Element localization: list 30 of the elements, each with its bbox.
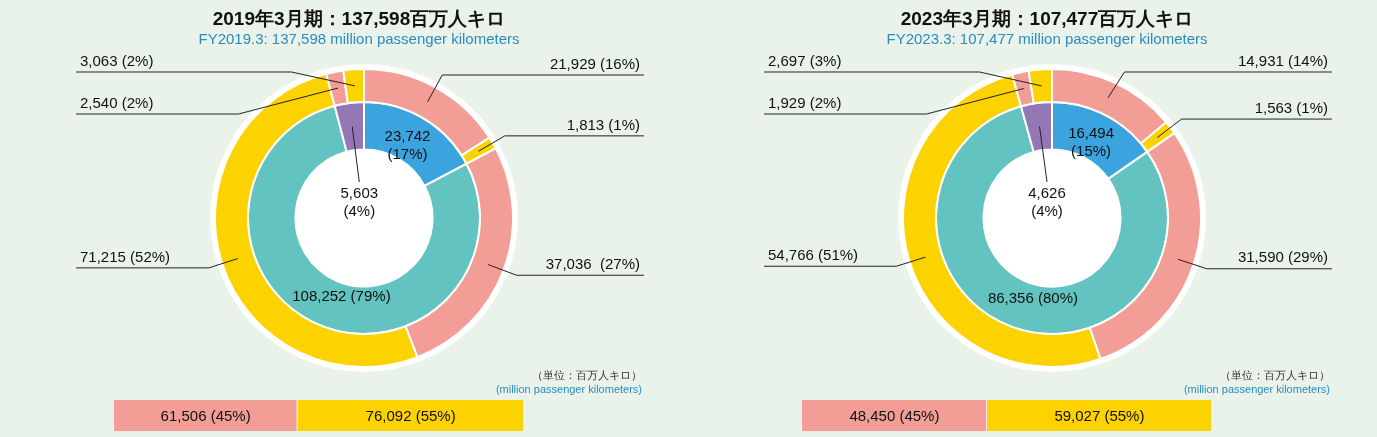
data-label: 48,450 (45%) bbox=[849, 406, 940, 424]
data-label: 1,563 (1%) bbox=[1254, 98, 1328, 116]
data-label: 1,813 (1%) bbox=[566, 115, 640, 133]
chart-title: 2019年3月期：137,598百万人キロ bbox=[211, 8, 507, 30]
data-label: 21,929 (16%) bbox=[549, 54, 640, 72]
data-label: 61,506 (45%) bbox=[160, 406, 251, 424]
data-label: 31,590 (29%) bbox=[1237, 248, 1328, 266]
data-label: 5,603 (4%) bbox=[340, 184, 379, 220]
chart-subtitle: FY2019.3: 137,598 million passenger kilometers bbox=[197, 30, 521, 48]
data-label: 108,252 (79%) bbox=[292, 287, 391, 305]
text: (million passenger kilometers) bbox=[495, 382, 642, 396]
data-label: 14,931 (14%) bbox=[1237, 51, 1328, 69]
data-label: 37,036 (27%) bbox=[545, 254, 640, 272]
text: （単位：百万人キロ） bbox=[531, 368, 642, 382]
data-label: 1,929 (2%) bbox=[768, 93, 842, 111]
text: （単位：百万人キロ） bbox=[1219, 368, 1330, 382]
data-label: 3,063 (2%) bbox=[80, 51, 154, 69]
data-label: 16,494 (15%) bbox=[1068, 124, 1115, 160]
data-label: 59,027 (55%) bbox=[1054, 406, 1145, 424]
data-label: 23,742 (17%) bbox=[384, 126, 431, 162]
data-label: 2,540 (2%) bbox=[80, 93, 154, 111]
data-label: 76,092 (55%) bbox=[365, 406, 456, 424]
data-label: 2,697 (3%) bbox=[768, 51, 842, 69]
data-label: 86,356 (80%) bbox=[987, 289, 1078, 307]
data-label: 4,626 (4%) bbox=[1028, 184, 1066, 220]
data-label: 71,215 (52%) bbox=[80, 247, 171, 265]
chart-subtitle: FY2023.3: 107,477 million passenger kilometers bbox=[885, 30, 1209, 48]
text: (million passenger kilometers) bbox=[1183, 382, 1330, 396]
chart-title: 2023年3月期：107,477百万人キロ bbox=[899, 8, 1195, 30]
data-label: 54,766 (51%) bbox=[768, 245, 859, 263]
